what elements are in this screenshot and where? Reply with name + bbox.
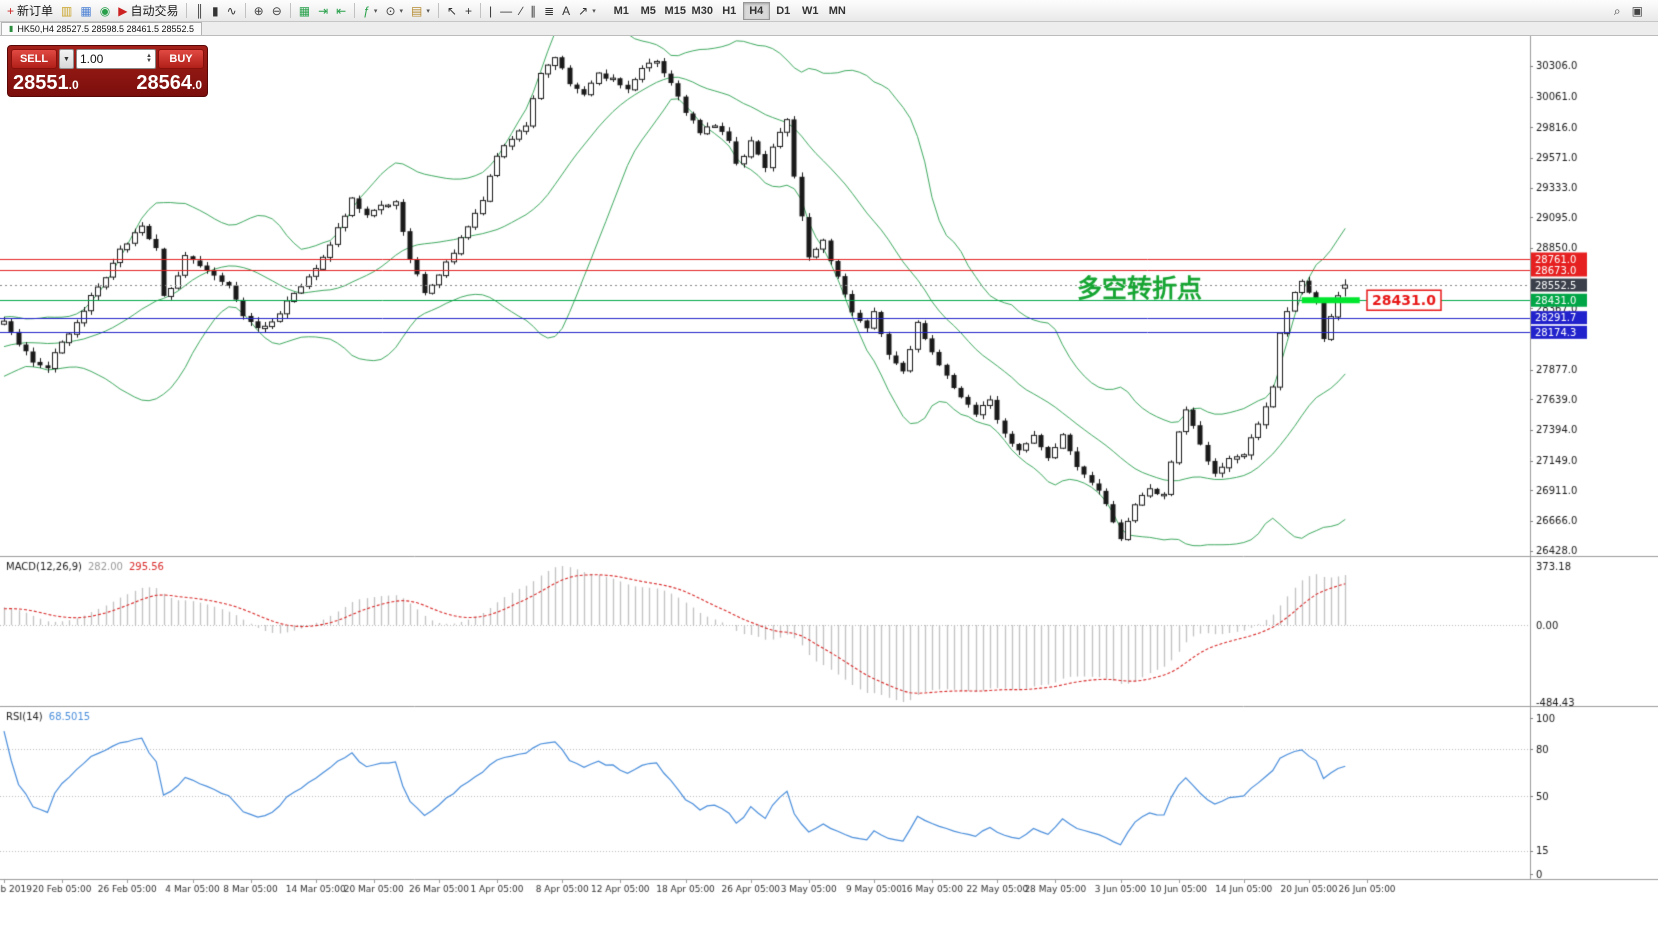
trade-panel-controls: SELL ▼ 1.00 ▲ ▼ BUY (11, 49, 204, 69)
market-watch-button[interactable]: ▦ (76, 1, 95, 20)
toolbar-separator (479, 3, 481, 18)
timeframe-w1-button[interactable]: W1 (797, 2, 824, 20)
toolbar-right-buttons: ⌕ ▣ (1610, 1, 1655, 20)
crosshair-button[interactable]: + (461, 1, 476, 20)
volume-spin-up-icon[interactable]: ▲ (146, 53, 152, 59)
one-click-trading-panel: SELL ▼ 1.00 ▲ ▼ BUY 28551.0 28564.0 (7, 45, 208, 97)
zoom-in-button[interactable]: ⊕ (250, 1, 268, 20)
crosshair-icon: + (464, 3, 472, 18)
chart-area: SELL ▼ 1.00 ▲ ▼ BUY 28551.0 28564.0 (0, 36, 1658, 897)
vertical-line-icon: | (488, 3, 493, 18)
timeframe-m1-button[interactable]: M1 (608, 2, 635, 20)
search-icon: ⌕ (1613, 3, 1621, 18)
chart-shift-button[interactable]: ⇤ (332, 1, 350, 20)
fibonacci-icon: ≣ (544, 3, 555, 18)
timeframe-toolbar: M1 M5 M15 M30 H1 H4 D1 W1 MN (608, 1, 851, 20)
price-chart-canvas[interactable] (0, 36, 1658, 897)
timeframe-d1-button[interactable]: D1 (770, 2, 797, 20)
community-button[interactable]: ◉ (96, 1, 114, 20)
main-toolbar: + 新订单 ▥ ▦ ◉ ▶ 自动交易 ║ ▮ ∿ ⊕ ⊖ ▦ ⇥ ⇤ ƒ ▾ ⊙ ▾ ▤ ▾ ↖ + | — ∕ ∥ ≣ A ↗ ▾ M1 M… (0, 0, 1658, 22)
toolbar-separator (437, 3, 439, 18)
mt4-window: + 新订单 ▥ ▦ ◉ ▶ 自动交易 ║ ▮ ∿ ⊕ ⊖ ▦ ⇥ ⇤ ƒ ▾ ⊙ ▾ ▤ ▾ ↖ + | — ∕ ∥ ≣ A ↗ ▾ M1 M… (0, 0, 1658, 897)
bar-chart-icon: ║ (195, 3, 204, 18)
line-chart-button[interactable]: ∿ (223, 1, 241, 20)
chart-tab-title: HK50,H4 28527.5 28598.5 28461.5 28552.5 (17, 24, 195, 34)
timeframe-m30-button[interactable]: M30 (689, 2, 716, 20)
zoom-out-icon: ⊖ (271, 3, 282, 18)
candlestick-chart-icon: ▮ (211, 3, 219, 18)
arrows-icon: ↗ (578, 3, 589, 18)
chart-shift-icon: ⇤ (336, 3, 347, 18)
horizontal-line-icon: — (500, 3, 513, 18)
search-button[interactable]: ⌕ (1610, 1, 1625, 20)
new-order-icon: + (7, 3, 15, 18)
candlestick-icon: ▮ (9, 24, 14, 33)
auto-trading-icon: ▶ (118, 3, 128, 18)
bar-chart-button[interactable]: ║ (191, 1, 208, 20)
timeframe-m5-button[interactable]: M5 (635, 2, 662, 20)
community-icon: ◉ (99, 3, 111, 18)
volume-input[interactable]: 1.00 ▲ ▼ (76, 49, 156, 69)
new-order-label: 新订单 (17, 4, 54, 18)
volume-value: 1.00 (80, 52, 104, 66)
text-label-icon: A (562, 3, 571, 18)
cursor-button[interactable]: ↖ (443, 1, 461, 20)
periods-icon: ⊙ (385, 3, 396, 18)
candlestick-chart-button[interactable]: ▮ (208, 1, 223, 20)
volume-spinner[interactable]: ▲ ▼ (146, 53, 152, 64)
zoom-in-icon: ⊕ (253, 3, 264, 18)
auto-trading-label: 自动交易 (130, 4, 179, 18)
charts-menu-button[interactable]: ▥ (57, 1, 76, 20)
auto-scroll-button[interactable]: ⇥ (314, 1, 332, 20)
auto-trading-button[interactable]: ▶ 自动交易 (114, 1, 182, 20)
buy-price[interactable]: 28564.0 (136, 72, 202, 94)
volume-dropdown-button[interactable]: ▼ (59, 49, 74, 69)
tile-windows-button[interactable]: ▦ (295, 1, 314, 20)
new-order-button[interactable]: + 新订单 (3, 1, 57, 20)
equidistant-channel-icon: ∥ (530, 3, 537, 18)
sell-button[interactable]: SELL (11, 49, 57, 69)
window-layout-icon: ▣ (1631, 3, 1643, 18)
chart-tab[interactable]: ▮ HK50,H4 28527.5 28598.5 28461.5 28552.… (1, 22, 203, 35)
templates-button[interactable]: ▤ ▾ (407, 1, 434, 20)
arrows-button[interactable]: ↗ ▾ (574, 1, 600, 20)
timeframe-m15-button[interactable]: M15 (662, 2, 689, 20)
cursor-icon: ↖ (446, 3, 457, 18)
market-watch-icon: ▦ (80, 3, 92, 18)
indicators-button[interactable]: ƒ ▾ (359, 1, 381, 20)
volume-spin-down-icon[interactable]: ▼ (146, 58, 152, 64)
toolbar-separator (354, 3, 356, 18)
zoom-out-button[interactable]: ⊖ (268, 1, 286, 20)
auto-scroll-icon: ⇥ (318, 3, 329, 18)
buy-button[interactable]: BUY (158, 49, 204, 69)
sell-price[interactable]: 28551.0 (13, 72, 79, 94)
horizontal-line-button[interactable]: — (496, 1, 516, 20)
toolbar-buttons: + 新订单 ▥ ▦ ◉ ▶ 自动交易 ║ ▮ ∿ ⊕ ⊖ ▦ ⇥ ⇤ ƒ ▾ ⊙ ▾ ▤ ▾ ↖ + | — ∕ ∥ ≣ A ↗ ▾ (3, 1, 600, 20)
periods-dropdown-arrow[interactable]: ▾ (399, 7, 404, 15)
vertical-line-button[interactable]: | (485, 1, 496, 20)
trendline-button[interactable]: ∕ (516, 1, 526, 20)
templates-icon: ▤ (411, 3, 423, 18)
chart-tab-bar: ▮ HK50,H4 28527.5 28598.5 28461.5 28552.… (0, 22, 1658, 36)
line-chart-icon: ∿ (226, 3, 237, 18)
trendline-icon: ∕ (520, 3, 523, 18)
arrows-dropdown-arrow[interactable]: ▾ (592, 7, 596, 15)
window-layout-button[interactable]: ▣ (1628, 1, 1647, 20)
toolbar-separator (186, 3, 188, 18)
indicators-dropdown-arrow[interactable]: ▾ (373, 7, 378, 15)
timeframe-h4-button[interactable]: H4 (742, 1, 770, 20)
tile-windows-icon: ▦ (298, 3, 311, 18)
timeframe-mn-button[interactable]: MN (824, 2, 851, 20)
equidistant-channel-button[interactable]: ∥ (526, 1, 540, 20)
indicators-icon: ƒ (363, 3, 370, 18)
toolbar-separator (244, 3, 246, 18)
timeframe-h1-button[interactable]: H1 (716, 2, 743, 20)
templates-dropdown-arrow[interactable]: ▾ (426, 7, 430, 15)
fibonacci-button[interactable]: ≣ (540, 1, 558, 20)
text-label-button[interactable]: A (558, 1, 574, 20)
charts-menu-icon: ▥ (61, 3, 73, 18)
trade-panel-prices: 28551.0 28564.0 (11, 69, 204, 94)
periods-button[interactable]: ⊙ ▾ (381, 1, 407, 20)
toolbar-separator (289, 3, 291, 18)
